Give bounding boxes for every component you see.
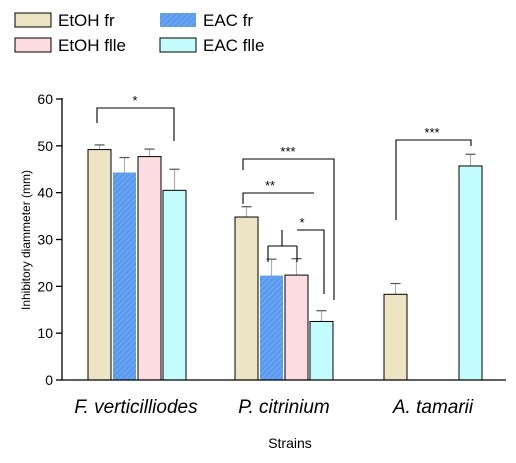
y-tick-label: 20 <box>37 278 53 294</box>
bar <box>260 275 283 380</box>
x-axis-label: Strains <box>268 435 312 451</box>
significance-brackets: ********** <box>96 93 472 300</box>
legend-swatch <box>160 13 196 27</box>
significance-label: *** <box>280 144 295 159</box>
significance-label: * <box>299 215 304 230</box>
bar <box>137 156 162 381</box>
bar <box>309 320 334 381</box>
y-axis-label: Inhibitory diammeter (mm) <box>19 170 33 310</box>
bar <box>383 293 408 381</box>
bars <box>87 144 483 381</box>
significance-label: * <box>132 93 137 108</box>
y-tick-label: 40 <box>37 185 53 201</box>
y-tick-label: 10 <box>37 325 53 341</box>
y-tick-label: 30 <box>37 232 53 248</box>
bar <box>458 165 483 381</box>
bar <box>87 149 112 381</box>
x-tick-label: A. tamarii <box>392 397 474 418</box>
legend-label: EtOH fr <box>58 11 115 30</box>
x-axis: F. verticilliodes P. citrinium A. tamarii <box>62 379 506 418</box>
legend: EtOH fr EAC fr EtOH flle EAC flle <box>14 11 264 55</box>
y-axis: 0 10 20 30 40 50 60 <box>37 91 63 388</box>
legend-swatch <box>14 12 52 28</box>
y-tick-label: 0 <box>45 372 53 388</box>
x-tick-label: F. verticilliodes <box>74 397 198 418</box>
significance-bracket <box>242 158 335 300</box>
significance-bracket <box>96 107 175 141</box>
bar <box>284 274 309 381</box>
significance-bracket <box>297 229 325 294</box>
significance-label: *** <box>424 125 439 140</box>
significance-label: ** <box>265 178 275 193</box>
y-tick-label: 60 <box>37 91 53 107</box>
legend-label: EtOH flle <box>58 36 126 55</box>
legend-label: EAC flle <box>203 36 264 55</box>
legend-label: EAC fr <box>203 11 253 30</box>
legend-swatch <box>14 37 52 53</box>
y-tick-label: 50 <box>37 138 53 154</box>
significance-bracket <box>242 192 314 204</box>
bar <box>234 216 259 381</box>
bar <box>113 172 136 380</box>
bar <box>162 189 187 381</box>
legend-swatch <box>159 37 197 53</box>
x-tick-label: P. citrinium <box>238 397 330 418</box>
significance-bracket <box>395 139 472 220</box>
